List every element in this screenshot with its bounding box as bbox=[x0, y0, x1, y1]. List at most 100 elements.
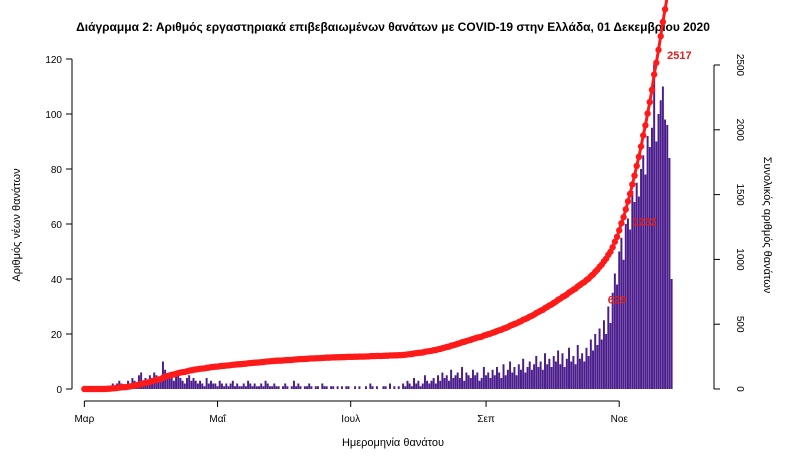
bar bbox=[653, 64, 656, 389]
bar bbox=[493, 375, 496, 389]
bar bbox=[393, 386, 396, 389]
cumulative-line-series bbox=[81, 0, 669, 393]
bar bbox=[430, 380, 433, 389]
bar bbox=[517, 364, 520, 389]
bar bbox=[345, 386, 348, 389]
bar bbox=[168, 372, 171, 389]
annotation-label: 629 bbox=[608, 294, 626, 306]
bar bbox=[611, 292, 614, 389]
bar bbox=[557, 350, 560, 389]
bar bbox=[389, 383, 391, 389]
cumulative-point bbox=[661, 6, 669, 13]
cumulative-point bbox=[633, 162, 640, 170]
bar bbox=[247, 380, 250, 389]
bar bbox=[297, 383, 300, 389]
bar bbox=[196, 383, 199, 389]
bar bbox=[637, 196, 640, 389]
bar bbox=[406, 380, 409, 389]
bar bbox=[605, 334, 608, 389]
bar bbox=[609, 323, 612, 389]
bar bbox=[607, 306, 610, 389]
bar bbox=[655, 141, 658, 389]
bar bbox=[526, 367, 529, 389]
bar bbox=[646, 136, 649, 389]
left-tick-label: 120 bbox=[45, 55, 62, 66]
bar bbox=[238, 386, 241, 389]
bar bbox=[530, 369, 533, 389]
bar bbox=[170, 378, 173, 389]
bar bbox=[598, 328, 601, 389]
bar bbox=[365, 386, 367, 389]
bar bbox=[437, 375, 440, 389]
bar bbox=[509, 361, 512, 389]
bar bbox=[578, 358, 581, 389]
bar bbox=[550, 367, 553, 389]
bar bbox=[340, 386, 343, 389]
bar bbox=[504, 375, 507, 389]
bar bbox=[207, 383, 210, 389]
bar bbox=[371, 386, 374, 389]
bar bbox=[469, 378, 472, 389]
bar bbox=[434, 383, 437, 389]
bar bbox=[253, 383, 256, 389]
bar bbox=[205, 378, 208, 389]
bar bbox=[439, 380, 442, 389]
bar bbox=[316, 386, 319, 389]
right-y-axis: 0 500 1000 1500 2000 2500 bbox=[713, 54, 745, 392]
bar bbox=[225, 383, 228, 389]
bar bbox=[325, 386, 328, 389]
bar bbox=[415, 383, 418, 389]
cumulative-point bbox=[620, 213, 627, 221]
bar bbox=[618, 251, 621, 389]
bar bbox=[157, 378, 160, 389]
bar bbox=[423, 375, 426, 389]
bar bbox=[485, 375, 488, 389]
bar bbox=[541, 369, 544, 389]
bar bbox=[616, 284, 619, 389]
bar bbox=[498, 372, 501, 389]
right-tick-label: 2500 bbox=[734, 54, 745, 77]
bar bbox=[375, 386, 378, 389]
bar bbox=[192, 378, 195, 389]
bar bbox=[537, 367, 540, 389]
bar bbox=[397, 386, 400, 389]
cumulative-point bbox=[616, 227, 623, 234]
bar bbox=[574, 364, 577, 389]
cumulative-point bbox=[631, 172, 638, 179]
bar bbox=[487, 372, 490, 389]
bar bbox=[476, 372, 479, 389]
bar bbox=[576, 345, 579, 389]
bar bbox=[231, 380, 234, 389]
bar bbox=[258, 386, 260, 389]
bar bbox=[266, 383, 269, 389]
bar bbox=[292, 380, 295, 389]
right-tick-label: 0 bbox=[734, 386, 745, 392]
bar bbox=[587, 356, 590, 389]
bar bbox=[546, 364, 549, 389]
bar bbox=[172, 380, 175, 389]
bar bbox=[234, 386, 236, 389]
bar bbox=[428, 383, 431, 389]
right-tick-label: 2000 bbox=[734, 119, 745, 142]
bar bbox=[432, 378, 435, 389]
bar bbox=[602, 320, 605, 389]
bar bbox=[592, 350, 595, 389]
bar bbox=[347, 386, 350, 389]
bar bbox=[629, 229, 632, 389]
bar bbox=[314, 386, 317, 389]
cumulative-point bbox=[650, 71, 658, 78]
bar bbox=[452, 378, 455, 389]
bar bbox=[600, 339, 603, 389]
annotation-label: 2517 bbox=[667, 50, 691, 62]
bar bbox=[454, 375, 457, 389]
bar bbox=[179, 378, 182, 389]
x-tick-label: Σεπ bbox=[477, 414, 495, 425]
cumulative-point bbox=[637, 143, 645, 150]
bar bbox=[223, 386, 226, 389]
bar bbox=[480, 378, 483, 389]
bar bbox=[456, 372, 459, 389]
bar bbox=[491, 369, 494, 389]
bar bbox=[290, 386, 293, 389]
bar bbox=[489, 378, 492, 389]
